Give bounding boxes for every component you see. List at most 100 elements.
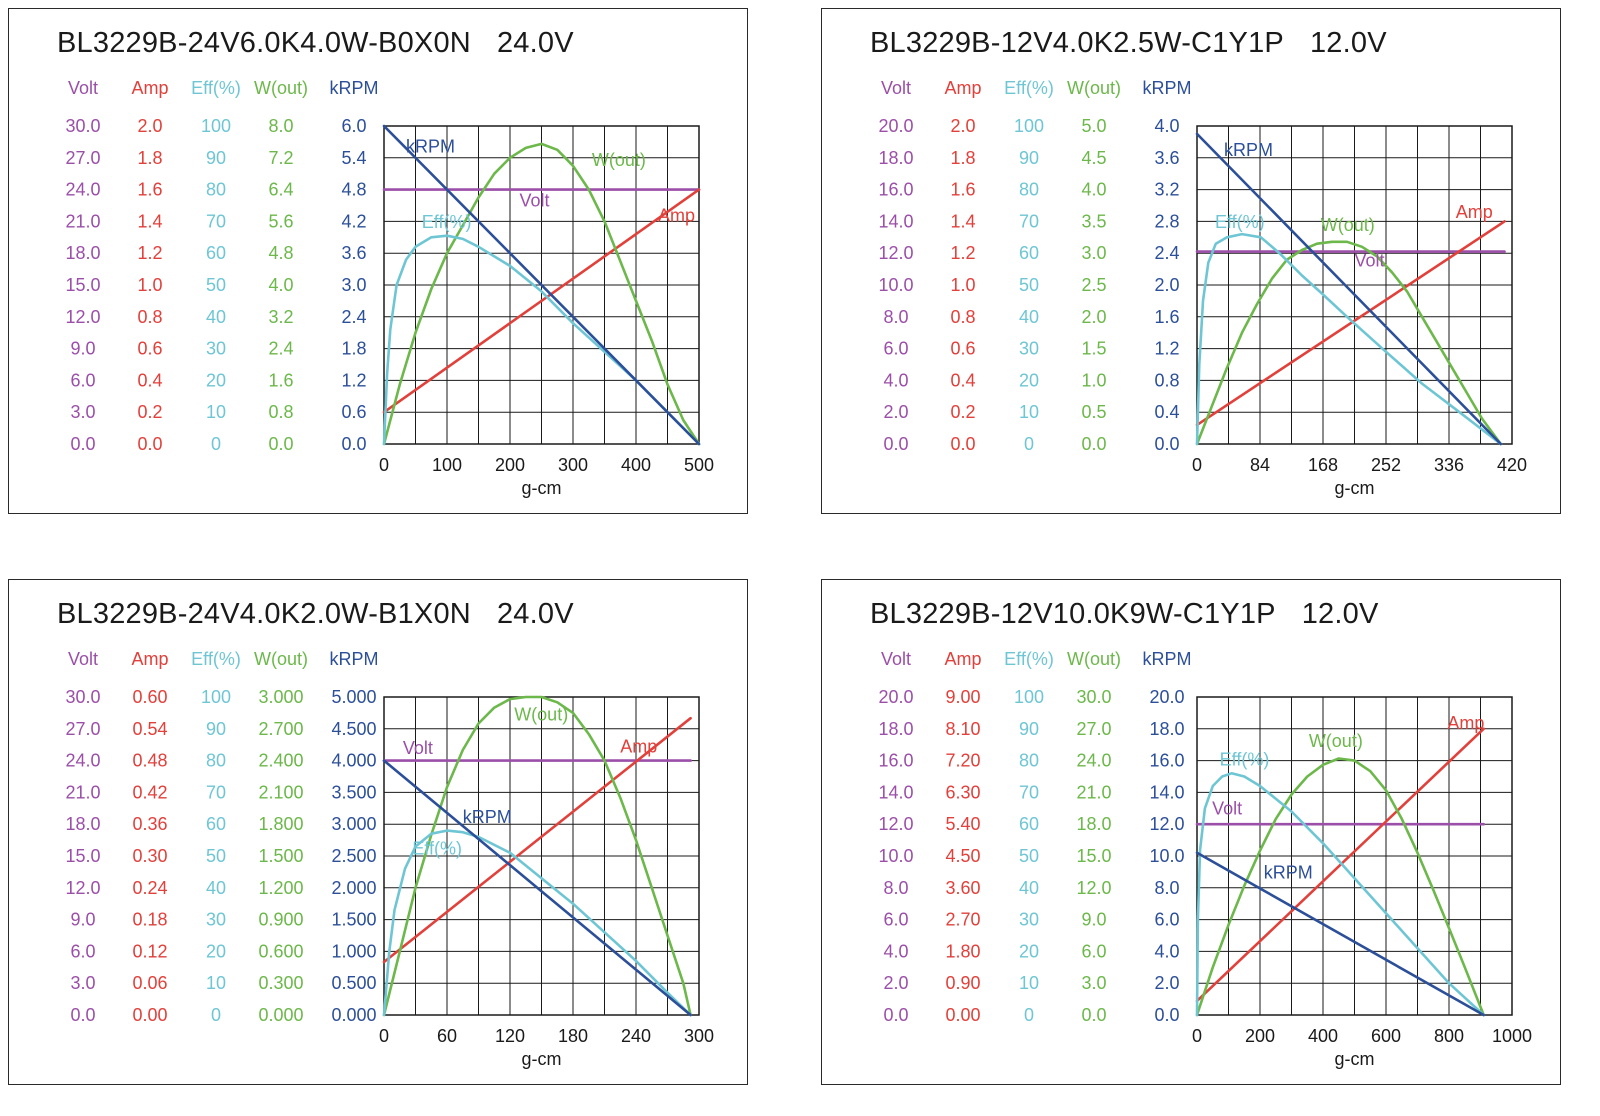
axis-header-wout: W(out) <box>1067 78 1121 98</box>
y-tick-label-wout: 1.200 <box>258 878 303 898</box>
performance-chart-4: Volt 20.0 18.0 16.0 14.0 12.0 10.0 8.0 6.0 4.0 2.0… <box>878 649 1532 1069</box>
y-tick-label-amp: 1.0 <box>137 275 162 295</box>
y-tick-label-amp: 1.8 <box>950 148 975 168</box>
plot-frame <box>1196 125 1513 445</box>
y-tick-label-krpm: 4.000 <box>331 751 376 771</box>
y-tick-label-krpm: 5.4 <box>341 148 366 168</box>
x-tick-label: 200 <box>495 455 525 475</box>
curve-label-wout: W(out) <box>592 150 646 170</box>
y-tick-label-krpm: 0.8 <box>1154 370 1179 390</box>
grid <box>1196 125 1513 445</box>
y-tick-label-krpm: 4.2 <box>341 211 366 231</box>
chart-title: BL3229B-24V4.0K2.0W-B1X0N 24.0V <box>57 598 574 631</box>
model-name: BL3229B-24V6.0K4.0W-B0X0N <box>57 27 471 59</box>
x-tick-label: 400 <box>621 455 651 475</box>
y-tick-label-amp: 2.0 <box>950 116 975 136</box>
curve-label-wout: W(out) <box>1321 215 1375 235</box>
y-tick-label-amp: 0.4 <box>950 370 975 390</box>
y-tick-label-krpm: 3.6 <box>341 243 366 263</box>
y-tick-label-krpm: 4.500 <box>331 719 376 739</box>
y-tick-label-volt: 9.0 <box>70 910 95 930</box>
y-tick-label-volt: 4.0 <box>883 370 908 390</box>
curve-label-krpm: kRPM <box>463 807 512 827</box>
axis-header-volt: Volt <box>68 649 98 669</box>
x-tick-label: 500 <box>684 455 714 475</box>
y-tick-label-amp: 0.4 <box>137 370 162 390</box>
axis-header-eff: Eff(%) <box>1004 78 1054 98</box>
curve-label-amp: Amp <box>658 205 695 225</box>
curve-label-amp: Amp <box>1447 713 1484 733</box>
rated-voltage: 12.0V <box>1309 27 1387 59</box>
y-tick-label-wout: 30.0 <box>1076 687 1111 707</box>
x-tick-label: 180 <box>558 1026 588 1046</box>
y-tick-label-amp: 3.60 <box>945 878 980 898</box>
y-tick-label-amp: 0.24 <box>132 878 167 898</box>
y-tick-label-amp: 0.0 <box>137 434 162 454</box>
y-tick-label-wout: 0.0 <box>1081 1005 1106 1025</box>
y-tick-label-amp: 0.36 <box>132 814 167 834</box>
y-tick-label-krpm: 6.0 <box>1154 910 1179 930</box>
y-tick-label-volt: 9.0 <box>70 339 95 359</box>
x-axis-label: g-cm <box>522 478 562 498</box>
y-tick-label-eff: 50 <box>206 846 226 866</box>
series-line-krpm <box>382 759 692 1017</box>
curve-label-krpm: kRPM <box>406 137 455 157</box>
curve-label-wout: W(out) <box>1309 731 1363 751</box>
y-tick-label-eff: 10 <box>1019 402 1039 422</box>
y-tick-label-volt: 27.0 <box>65 719 100 739</box>
y-tick-label-krpm: 0.0 <box>1154 1005 1179 1025</box>
y-tick-label-krpm: 10.0 <box>1149 846 1184 866</box>
y-tick-label-krpm: 16.0 <box>1149 751 1184 771</box>
y-tick-label-eff: 10 <box>206 973 226 993</box>
y-tick-label-eff: 70 <box>1019 211 1039 231</box>
y-tick-label-amp: 0.0 <box>950 434 975 454</box>
y-tick-label-volt: 12.0 <box>65 307 100 327</box>
plot-frame <box>383 125 700 445</box>
y-tick-label-eff: 100 <box>1014 116 1044 136</box>
axis-header-krpm: kRPM <box>1143 649 1192 669</box>
y-tick-label-eff: 40 <box>1019 307 1039 327</box>
axis-header-eff: Eff(%) <box>191 649 241 669</box>
x-tick-label: 60 <box>437 1026 457 1046</box>
y-tick-label-amp: 0.54 <box>132 719 167 739</box>
y-tick-label-wout: 1.0 <box>1081 370 1106 390</box>
y-tick-label-wout: 0.5 <box>1081 402 1106 422</box>
y-tick-label-wout: 3.000 <box>258 687 303 707</box>
y-tick-label-amp: 0.2 <box>950 402 975 422</box>
series-line-amp <box>382 188 701 414</box>
chart-panel-1: BL3229B-24V6.0K4.0W-B0X0N 24.0V Volt 30.0 2… <box>8 8 748 514</box>
performance-chart-2: Volt 20.0 18.0 16.0 14.0 12.0 10.0 8.0 6.0 4.0 2.0… <box>878 78 1527 498</box>
y-tick-label-eff: 50 <box>1019 846 1039 866</box>
rated-voltage: 24.0V <box>496 27 574 59</box>
y-tick-label-krpm: 1.2 <box>341 370 366 390</box>
y-tick-label-krpm: 20.0 <box>1149 687 1184 707</box>
y-tick-label-wout: 3.0 <box>1081 243 1106 263</box>
axis-header-volt: Volt <box>68 78 98 98</box>
series-line-eff <box>1195 772 1485 1017</box>
y-tick-label-wout: 5.6 <box>268 211 293 231</box>
y-tick-label-wout: 21.0 <box>1076 782 1111 802</box>
y-tick-label-krpm: 1.6 <box>1154 307 1179 327</box>
y-tick-label-krpm: 0.0 <box>341 434 366 454</box>
y-tick-label-eff: 50 <box>206 275 226 295</box>
y-tick-label-eff: 80 <box>1019 180 1039 200</box>
series-line-krpm <box>1195 132 1503 446</box>
y-tick-label-volt: 18.0 <box>65 243 100 263</box>
y-tick-label-volt: 27.0 <box>65 148 100 168</box>
y-tick-label-amp: 0.00 <box>945 1005 980 1025</box>
y-tick-label-eff: 0 <box>211 1005 221 1025</box>
axis-header-amp: Amp <box>131 649 168 669</box>
y-tick-label-wout: 8.0 <box>268 116 293 136</box>
y-tick-label-volt: 0.0 <box>70 1005 95 1025</box>
x-tick-label: 200 <box>1245 1026 1275 1046</box>
y-tick-label-amp: 1.4 <box>950 211 975 231</box>
grid <box>383 125 700 445</box>
y-tick-label-volt: 14.0 <box>878 782 913 802</box>
curve-label-krpm: kRPM <box>1264 862 1313 882</box>
series-line-wout <box>1195 757 1485 1017</box>
y-tick-label-eff: 80 <box>1019 751 1039 771</box>
x-tick-label: 0 <box>1192 455 1202 475</box>
y-tick-label-volt: 2.0 <box>883 402 908 422</box>
y-tick-label-volt: 8.0 <box>883 307 908 327</box>
y-tick-label-krpm: 0.500 <box>331 973 376 993</box>
